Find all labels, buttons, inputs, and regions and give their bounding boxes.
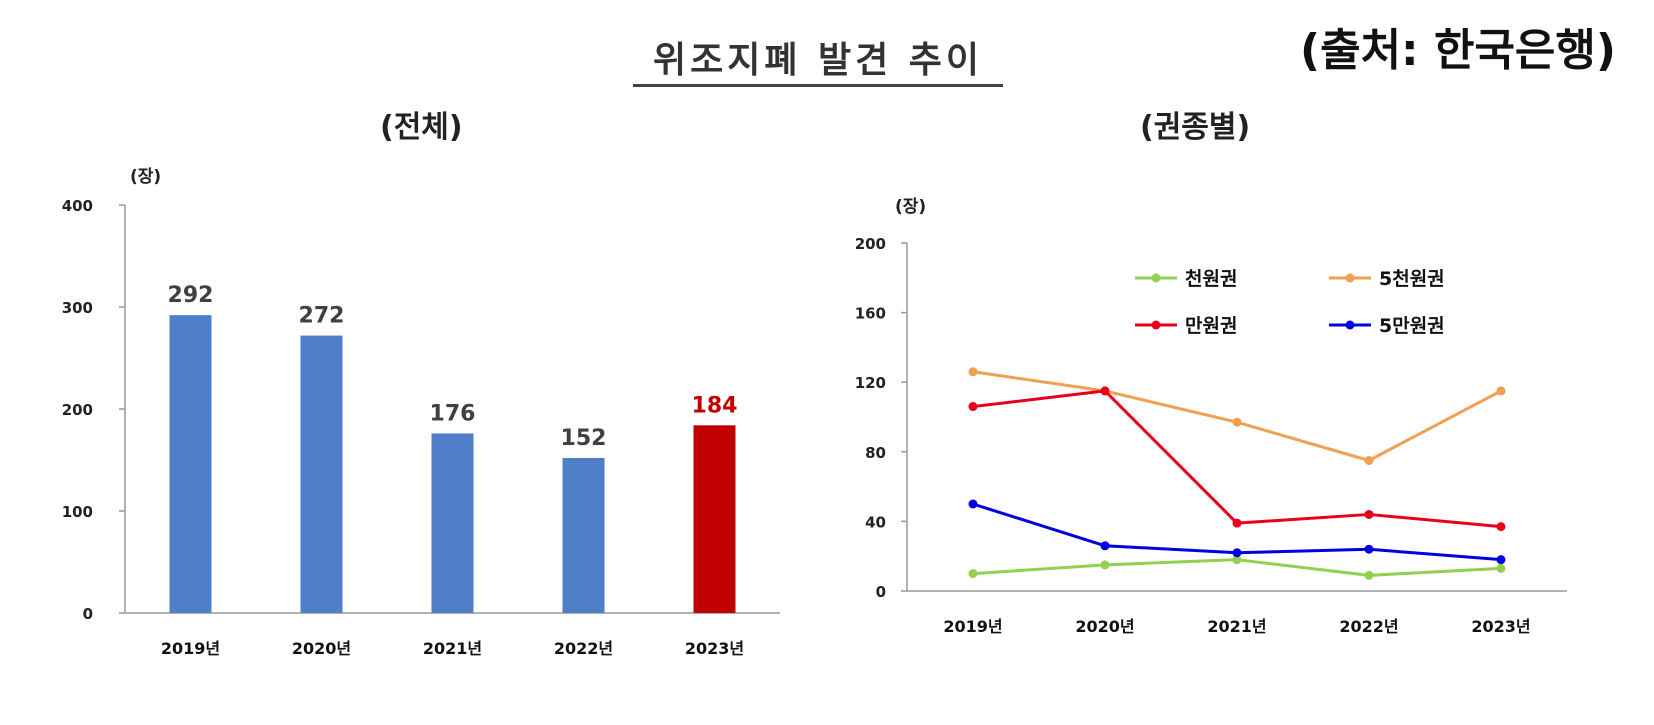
legend-label: 5만원권: [1379, 315, 1445, 337]
legend-marker: [1151, 273, 1161, 283]
x-tick-label: 2020년: [292, 639, 351, 658]
bar: [562, 457, 605, 613]
x-tick-label: 2022년: [1339, 617, 1398, 636]
series-line: [972, 370, 1502, 462]
legend-label: 5천원권: [1379, 268, 1445, 290]
x-tick-label: 2021년: [423, 639, 482, 658]
data-point: [1232, 417, 1242, 427]
x-tick-label: 2019년: [161, 639, 220, 658]
legend-marker: [1151, 320, 1161, 330]
y-tick-label: 100: [62, 503, 93, 521]
legend-label: 천원권: [1185, 268, 1237, 290]
data-point: [1364, 456, 1374, 465]
y-tick-label: 160: [855, 305, 886, 323]
bar: [300, 335, 343, 613]
data-point: [1100, 560, 1110, 570]
data-point: [1100, 386, 1110, 396]
bar-chart-unit: (장): [130, 167, 161, 187]
bar-chart-title: (전체): [380, 110, 463, 145]
y-tick-label: 40: [865, 513, 886, 531]
data-point: [1496, 563, 1506, 573]
y-tick-label: 0: [83, 605, 93, 623]
legend-label: 만원권: [1185, 315, 1237, 337]
data-point: [1496, 522, 1506, 532]
bar-value-label: 176: [430, 401, 476, 426]
x-tick-label: 2023년: [685, 639, 744, 658]
y-tick-label: 0: [876, 583, 886, 601]
data-point: [1364, 509, 1374, 519]
x-tick-label: 2020년: [1075, 617, 1134, 636]
bar: [431, 433, 474, 613]
line-chart-title: (권종별): [1140, 110, 1251, 145]
data-point: [968, 367, 978, 377]
bar-value-label: 152: [561, 426, 607, 451]
line-chart: (장) 0 40 80 120 160 200 2019년 2020년 2021년 2022년 20…: [855, 197, 1567, 636]
bar-value-label: 292: [168, 283, 214, 308]
data-point: [1232, 548, 1242, 558]
y-tick-label: 80: [865, 444, 886, 462]
series-line: [972, 389, 1502, 529]
data-point: [1364, 570, 1374, 580]
y-tick-label: 200: [855, 235, 886, 253]
x-tick-label: 2023년: [1471, 617, 1530, 636]
line-chart-unit: (장): [895, 197, 926, 217]
data-point: [1364, 544, 1374, 554]
data-point: [1100, 541, 1110, 551]
bar-value-label: 272: [299, 304, 345, 329]
y-tick-label: 120: [855, 374, 886, 392]
data-point: [1232, 518, 1242, 528]
bar-chart: (장) 0 100 200 300 400 292 2019년 272 2020년 176 2021…: [62, 167, 780, 658]
bar: [169, 315, 212, 613]
data-point: [1496, 555, 1506, 565]
data-point: [1232, 555, 1242, 565]
y-tick-label: 400: [62, 197, 93, 215]
x-tick-label: 2022년: [554, 639, 613, 658]
bar-value-label: 184: [692, 393, 738, 418]
data-point: [968, 402, 978, 412]
x-tick-label: 2021년: [1207, 617, 1266, 636]
page-title: 위조지폐 발견 추이: [633, 38, 1003, 87]
data-point: [968, 499, 978, 509]
data-point: [1496, 386, 1506, 396]
y-tick-label: 200: [62, 401, 93, 419]
x-tick-label: 2019년: [943, 617, 1002, 636]
bar: [693, 425, 736, 613]
legend-marker: [1345, 320, 1355, 330]
data-point: [968, 569, 978, 579]
legend-marker: [1345, 273, 1355, 283]
source-label: (출처: 한국은행): [1299, 25, 1616, 76]
y-tick-label: 300: [62, 299, 93, 317]
